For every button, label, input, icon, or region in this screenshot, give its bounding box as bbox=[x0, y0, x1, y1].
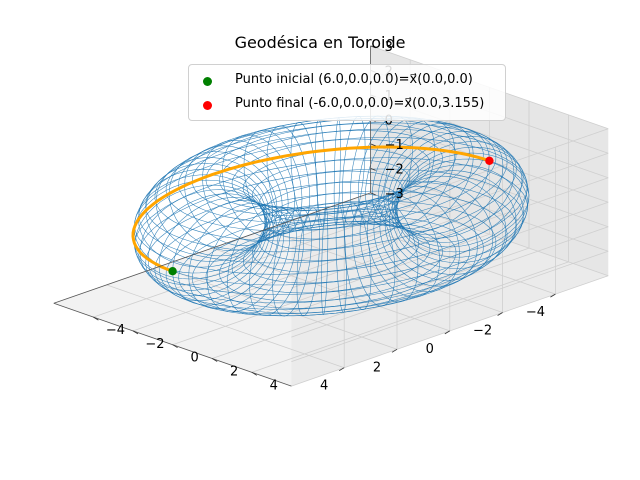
wall-grid-z-left bbox=[291, 250, 609, 362]
end-point-marker bbox=[485, 156, 494, 165]
y-tick-label: −2 bbox=[145, 337, 164, 352]
torus-parallel bbox=[165, 200, 497, 317]
torus-parallel bbox=[134, 137, 528, 275]
marker-points bbox=[168, 156, 494, 276]
z-tick-mark bbox=[370, 45, 376, 49]
torus-parallel bbox=[252, 159, 410, 215]
torus-parallel bbox=[138, 128, 524, 264]
z-tick-mark bbox=[370, 168, 376, 171]
z-tick-label: −3 bbox=[385, 187, 404, 202]
torus-parallel bbox=[145, 122, 517, 253]
x-axis-line bbox=[53, 302, 292, 387]
legend-label-start: Punto inicial (6.0,0.0,0.0)=x⃗(0.0,0.0) bbox=[235, 72, 473, 87]
torus-parallel bbox=[205, 220, 457, 309]
torus-meridian bbox=[243, 129, 303, 235]
y-tick-mark bbox=[93, 316, 99, 321]
torus-parallel bbox=[145, 179, 517, 310]
x-tick-mark bbox=[444, 330, 451, 335]
torus-parallel bbox=[242, 221, 420, 284]
torus-parallel bbox=[191, 118, 471, 216]
x-tick-label: 2 bbox=[373, 360, 381, 375]
legend-label-end: Punto final (-6.0,0.0,0.0)=x⃗(0.0,3.155) bbox=[235, 96, 485, 111]
z-tick-label: −1 bbox=[385, 138, 404, 153]
wall-grid-z-left bbox=[291, 128, 609, 240]
start-point-marker bbox=[168, 267, 177, 276]
x-tick-label: −2 bbox=[473, 324, 492, 339]
wall-grid-z-right bbox=[370, 143, 609, 228]
wall-grid-z-right bbox=[370, 168, 609, 252]
torus-parallel bbox=[205, 123, 457, 212]
y-tick-label: 0 bbox=[190, 351, 198, 366]
legend: Punto inicial (6.0,0.0,0.0)=x⃗(0.0,0.0) … bbox=[188, 64, 506, 121]
y-axis-line bbox=[53, 192, 371, 304]
torus-parallel bbox=[165, 115, 497, 232]
torus-parallel bbox=[219, 223, 443, 302]
chart-title: Geodésica en Toroide bbox=[234, 33, 406, 52]
y-tick-label: 2 bbox=[230, 365, 238, 380]
y-tick-mark bbox=[211, 358, 218, 362]
torus-parallel bbox=[263, 182, 399, 230]
torus-parallel bbox=[231, 138, 431, 209]
torus-parallel bbox=[263, 202, 399, 250]
x-tick-label: −4 bbox=[526, 305, 545, 320]
geodesic-path bbox=[131, 145, 491, 273]
x-tick-mark bbox=[338, 367, 345, 372]
z-tick-label: 3 bbox=[385, 40, 393, 55]
x-tick-label: 4 bbox=[320, 379, 328, 394]
torus-parallel bbox=[138, 168, 524, 304]
torus-parallel bbox=[134, 157, 528, 295]
torus-parallel bbox=[242, 148, 420, 211]
y-tick-mark bbox=[172, 344, 178, 349]
x-tick-label: 0 bbox=[426, 342, 434, 357]
torus-parallel bbox=[231, 223, 431, 294]
x-tick-mark bbox=[391, 348, 398, 353]
y-tick-label: 4 bbox=[270, 378, 278, 393]
floor-grid-y bbox=[251, 261, 569, 373]
geodesic-curve bbox=[131, 145, 491, 273]
y-tick-mark bbox=[132, 330, 139, 335]
wall-grid-z-right bbox=[370, 192, 609, 277]
torus-parallel bbox=[259, 210, 403, 262]
legend-marker-start bbox=[203, 77, 212, 86]
x-tick-mark bbox=[497, 312, 503, 316]
legend-marker-end bbox=[203, 101, 212, 110]
x-tick-mark bbox=[550, 293, 556, 298]
torus-parallel bbox=[154, 117, 508, 242]
z-tick-mark bbox=[370, 192, 376, 196]
z-tick-label: −2 bbox=[385, 162, 404, 177]
torus-parallel bbox=[154, 190, 508, 315]
torus-parallel bbox=[178, 116, 484, 223]
z-tick-mark bbox=[370, 143, 376, 147]
y-tick-label: −4 bbox=[106, 323, 125, 338]
y-tick-mark bbox=[251, 371, 258, 376]
